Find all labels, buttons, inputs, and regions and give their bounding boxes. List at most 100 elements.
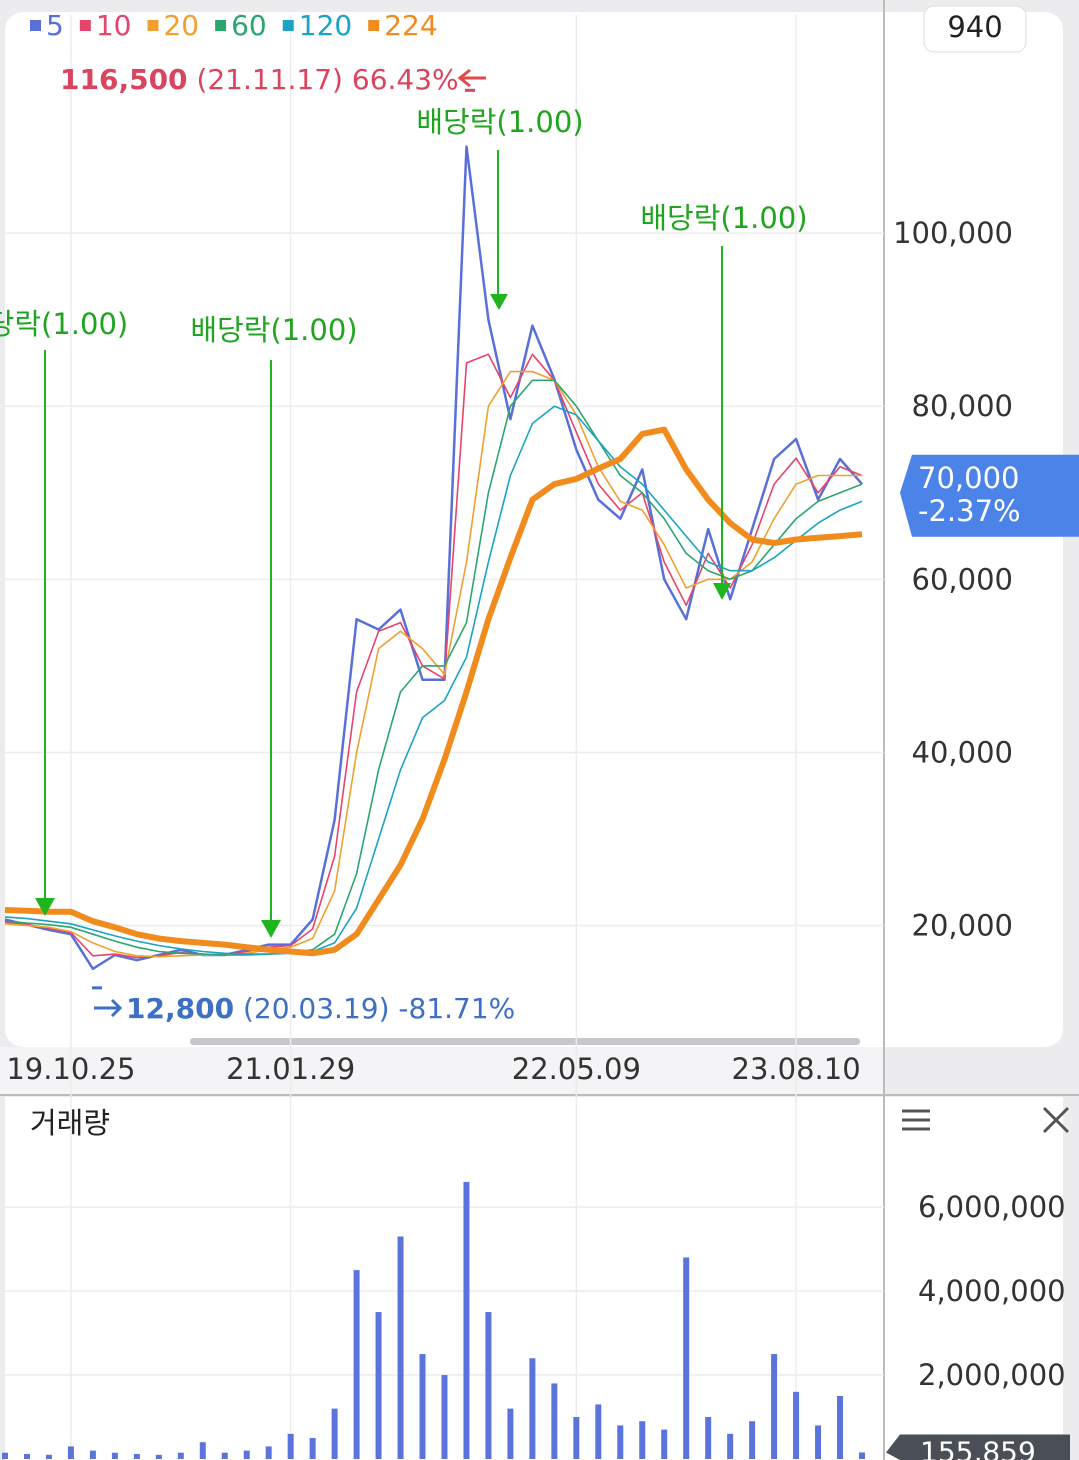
legend-label: 224 [384, 9, 437, 42]
volume-bar [661, 1429, 668, 1459]
ma-line [4, 379, 863, 956]
volume-bar [485, 1312, 492, 1459]
y-tick-label: 4,000,000 [918, 1274, 1066, 1308]
dividend-label: 배당락(1.00) [416, 105, 583, 139]
y-tick-label: 100,000 [893, 216, 1013, 250]
volume-bar [573, 1417, 580, 1459]
x-tick-label: 23.08.10 [732, 1052, 861, 1086]
volume-bar [331, 1408, 338, 1459]
volume-bar [463, 1181, 470, 1459]
menu-icon[interactable] [902, 1109, 930, 1131]
top-right-box[interactable] [923, 5, 1027, 53]
volume-bar [793, 1391, 800, 1459]
dividend-markers [35, 150, 731, 938]
min-value: 12,800 [126, 992, 234, 1025]
volume-bar [155, 1454, 162, 1459]
volume-bar [287, 1433, 294, 1459]
legend-swatch [215, 20, 227, 31]
ma-line [4, 426, 863, 957]
x-tick-label: 21.01.29 [226, 1052, 355, 1086]
volume-bar [375, 1312, 382, 1459]
max-annotation: 116,500 (21.11.17) 66.43% [60, 63, 459, 96]
volume-bar [67, 1446, 74, 1459]
volume-bar [683, 1257, 690, 1459]
volume-bar [771, 1354, 778, 1459]
legend-label: 120 [299, 9, 352, 42]
ma-line [4, 405, 863, 955]
volume-title: 거래량 [30, 1106, 110, 1140]
scrollbar[interactable] [190, 1038, 860, 1045]
min-arrow [94, 998, 123, 1018]
max-change: 66.43% [352, 63, 459, 96]
dividend-arrow [490, 294, 508, 310]
x-axis-strip [0, 1047, 884, 1095]
dividend-label: 배당락(1.00) [190, 313, 357, 347]
price-panel [5, 12, 1063, 1047]
legend-swatch [147, 20, 159, 31]
max-date: (21.11.17) [196, 63, 343, 96]
volume-bar [265, 1446, 272, 1459]
max-arrow [457, 68, 486, 88]
volume-bar [419, 1354, 426, 1459]
y-tick-label: 2,000,000 [918, 1358, 1066, 1392]
dividend-arrow [261, 920, 281, 938]
volume-bar [529, 1358, 536, 1459]
price-plot [4, 15, 884, 1460]
ma-line [4, 145, 863, 971]
legend-swatch [79, 20, 91, 31]
x-tick-label: 22.05.09 [512, 1052, 641, 1086]
y-tick-label: 80,000 [912, 389, 1013, 423]
volume-bar [177, 1452, 184, 1459]
dividend-label: 배당락(1.00) [0, 307, 128, 341]
volume-bar [859, 1452, 865, 1459]
volume-bar [353, 1270, 360, 1459]
current-change: -2.37% [918, 494, 1021, 528]
volume-bar [133, 1453, 140, 1459]
volume-bar [2, 1452, 8, 1459]
legend-swatch [368, 20, 380, 31]
volume-bar [639, 1421, 646, 1459]
y-tick-label: 40,000 [912, 735, 1013, 769]
volume-bar [507, 1408, 514, 1459]
volume-bar [397, 1236, 404, 1459]
volume-bar [705, 1417, 712, 1459]
min-date: (20.03.19) [243, 992, 390, 1025]
legend-swatch [30, 20, 41, 31]
volume-bar [309, 1438, 316, 1459]
close-icon[interactable] [1042, 1106, 1070, 1134]
volume-bar [23, 1453, 30, 1459]
legend-swatch [282, 20, 294, 31]
legend-label: 5 [46, 9, 64, 42]
max-value: 116,500 [60, 63, 188, 96]
current-volume-box [886, 1434, 1070, 1460]
volume-bar [45, 1454, 52, 1459]
dividend-arrow [35, 898, 55, 916]
ma-line [4, 370, 862, 958]
dividend-arrow [713, 583, 731, 600]
current-volume: 155,859 [920, 1435, 1036, 1460]
y-tick-label: 6,000,000 [918, 1190, 1066, 1224]
volume-bar [595, 1404, 602, 1459]
x-tick-label: 19.10.25 [6, 1052, 135, 1086]
dividend-label: 배당락(1.00) [640, 201, 807, 235]
min-change: -81.71% [398, 992, 515, 1025]
volume-bar [243, 1450, 250, 1459]
top-right-box-text: 940 [947, 10, 1002, 44]
current-price: 70,000 [918, 461, 1019, 495]
min-annotation: 12,800 (20.03.19) -81.71% [126, 992, 515, 1025]
volume-bar [551, 1383, 558, 1459]
volume-bar [727, 1433, 734, 1459]
y-tick-label: 20,000 [912, 909, 1013, 943]
volume-bar [749, 1421, 756, 1459]
volume-bar [221, 1452, 228, 1459]
legend-label: 60 [231, 9, 267, 42]
current-price-box [900, 454, 1079, 537]
volume-bar [199, 1442, 206, 1459]
volume-bar [837, 1396, 844, 1459]
legend-label: 10 [96, 9, 132, 42]
volume-bar [617, 1425, 624, 1459]
volume-bar [111, 1452, 118, 1459]
y-tick-label: 60,000 [912, 562, 1013, 596]
